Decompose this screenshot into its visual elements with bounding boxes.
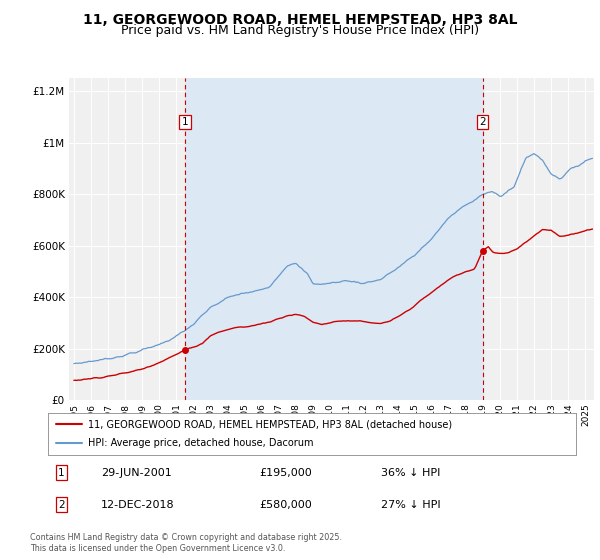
Text: £195,000: £195,000	[259, 468, 312, 478]
Text: 2: 2	[58, 500, 65, 510]
Text: 27% ↓ HPI: 27% ↓ HPI	[380, 500, 440, 510]
Text: 1: 1	[58, 468, 65, 478]
Text: £580,000: £580,000	[259, 500, 312, 510]
Text: 1: 1	[182, 117, 188, 127]
Text: Price paid vs. HM Land Registry's House Price Index (HPI): Price paid vs. HM Land Registry's House …	[121, 24, 479, 37]
Bar	[185, 78, 482, 400]
Text: 36% ↓ HPI: 36% ↓ HPI	[380, 468, 440, 478]
Text: 11, GEORGEWOOD ROAD, HEMEL HEMPSTEAD, HP3 8AL (detached house): 11, GEORGEWOOD ROAD, HEMEL HEMPSTEAD, HP…	[88, 419, 452, 429]
Text: HPI: Average price, detached house, Dacorum: HPI: Average price, detached house, Daco…	[88, 438, 313, 449]
Text: 11, GEORGEWOOD ROAD, HEMEL HEMPSTEAD, HP3 8AL: 11, GEORGEWOOD ROAD, HEMEL HEMPSTEAD, HP…	[83, 13, 517, 27]
Text: 12-DEC-2018: 12-DEC-2018	[101, 500, 175, 510]
Text: 29-JUN-2001: 29-JUN-2001	[101, 468, 172, 478]
Text: Contains HM Land Registry data © Crown copyright and database right 2025.
This d: Contains HM Land Registry data © Crown c…	[30, 533, 342, 553]
Text: 2: 2	[479, 117, 486, 127]
